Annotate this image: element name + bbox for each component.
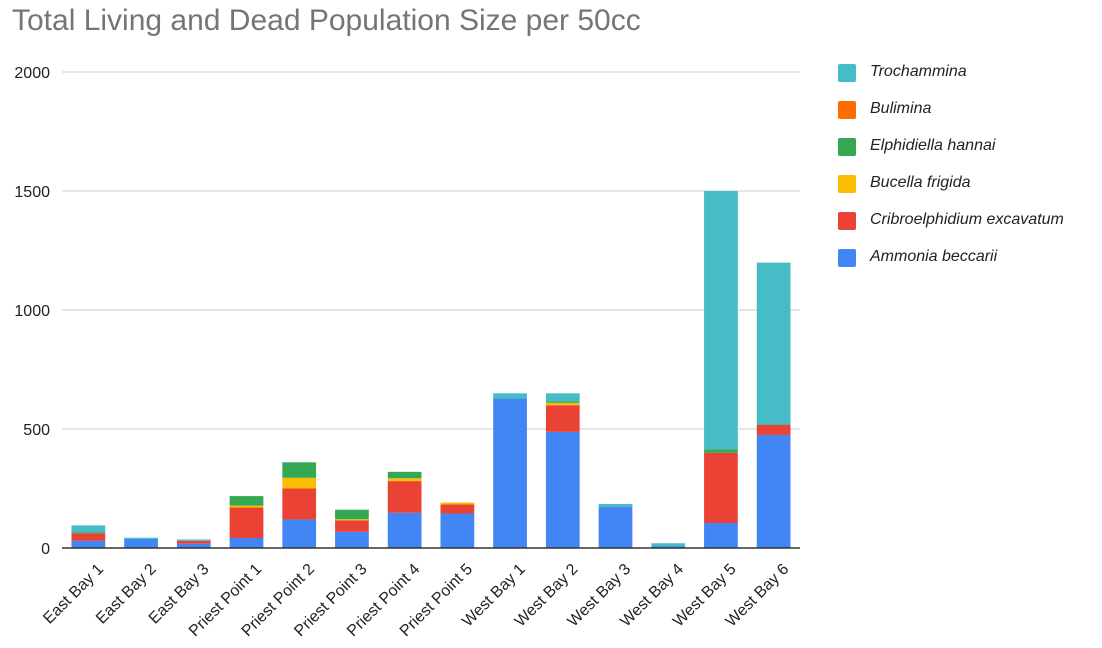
bar-segment — [756, 424, 791, 435]
bar-layer — [71, 191, 791, 548]
bar-segment — [598, 507, 633, 548]
bar-segment — [651, 543, 686, 547]
chart-title: Total Living and Dead Population Size pe… — [12, 4, 641, 37]
y-tick-label: 0 — [41, 541, 50, 558]
bar-segment — [440, 504, 475, 514]
bar-segment — [229, 505, 264, 508]
bar-segment — [545, 401, 580, 403]
bar-segment — [282, 462, 317, 478]
bar-segment — [124, 537, 158, 539]
bar-segment — [704, 449, 738, 453]
bar-segment — [124, 538, 158, 548]
bar-segment — [440, 513, 475, 548]
y-tick-label: 1000 — [14, 303, 50, 320]
bar-segment — [282, 519, 317, 548]
bar-segment — [651, 546, 686, 548]
legend-label: Cribroelphidium excavatum — [870, 211, 1064, 228]
bar-segment — [71, 532, 106, 534]
legend-label: Elphidiella hannai — [870, 137, 996, 154]
bar-segment — [335, 519, 369, 521]
legend-label: Ammonia beccarii — [870, 248, 998, 265]
bar-segment — [545, 431, 580, 548]
bar-segment — [229, 538, 264, 548]
legend-swatch — [838, 175, 856, 193]
bar-segment — [176, 540, 211, 544]
bar-segment — [598, 503, 633, 508]
bar-segment — [176, 543, 211, 548]
bar-segment — [704, 523, 738, 548]
bar-segment — [704, 452, 738, 524]
legend-label: Bulimina — [870, 100, 932, 117]
y-tick-label: 500 — [23, 422, 50, 439]
bar-segment — [387, 481, 422, 513]
bar-segment — [545, 405, 580, 432]
bar-segment — [71, 533, 106, 541]
bar-segment — [335, 509, 369, 520]
bar-segment — [756, 434, 791, 548]
legend-swatch — [838, 249, 856, 267]
bar-segment — [335, 531, 369, 548]
bar-segment — [71, 540, 106, 548]
bar-segment — [493, 398, 527, 548]
bar-segment — [387, 478, 422, 482]
bar-segment — [545, 393, 580, 402]
bar-segment — [229, 507, 264, 539]
bar-segment — [704, 191, 738, 450]
legend-swatch — [838, 64, 856, 82]
bar-segment — [282, 477, 317, 489]
bar-segment — [335, 520, 369, 532]
bar-segment — [229, 496, 264, 506]
bar-segment — [440, 502, 475, 505]
y-tick-label: 1500 — [14, 184, 50, 201]
bar-segment — [493, 393, 527, 399]
bar-segment — [282, 488, 317, 520]
bar-segment — [756, 262, 791, 425]
bar-segment — [545, 402, 580, 406]
gridlines — [62, 71, 800, 430]
legend-swatch — [838, 212, 856, 230]
legend-label: Trochammina — [870, 63, 967, 80]
legend-swatch — [838, 101, 856, 119]
bar-segment — [176, 539, 211, 541]
bar-segment — [387, 512, 422, 548]
y-tick-label: 2000 — [14, 65, 50, 82]
legend-label: Bucella frigida — [870, 174, 971, 191]
bar-segment — [71, 525, 106, 533]
legend-swatch — [838, 138, 856, 156]
bar-segment — [387, 471, 422, 479]
